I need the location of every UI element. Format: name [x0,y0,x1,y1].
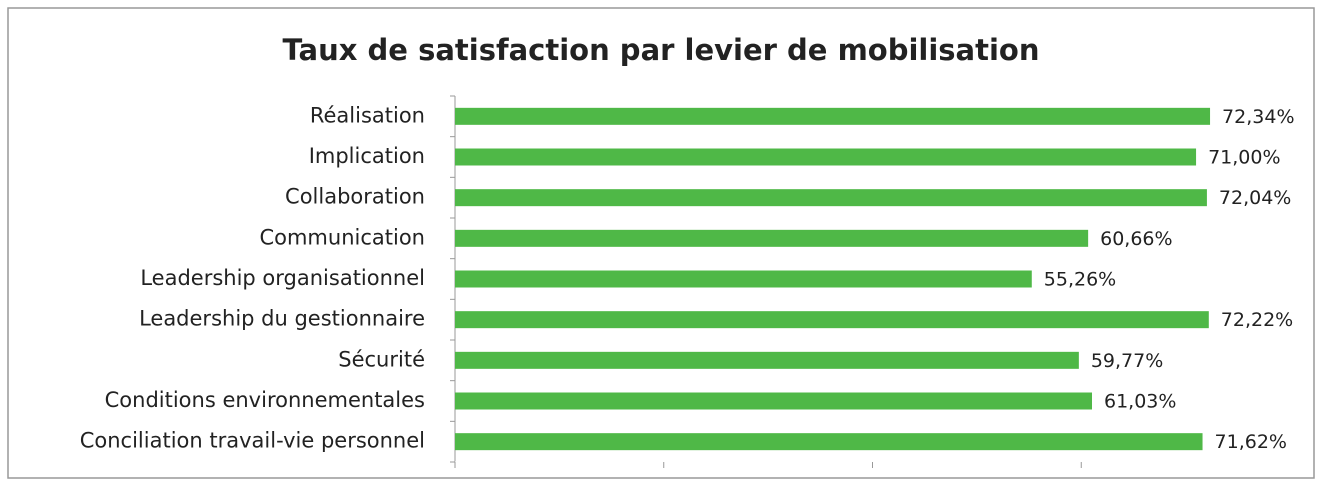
value-label: 71,00% [1208,147,1280,169]
bar [455,270,1032,288]
category-label: Conditions environnementales [105,388,425,412]
bar [455,351,1079,369]
category-label: Conciliation travail-vie personnel [80,429,425,453]
category-label: Leadership du gestionnaire [139,307,425,331]
category-label: Sécurité [338,347,425,371]
bar [455,189,1207,207]
value-label: 55,26% [1044,269,1116,291]
value-label: 71,62% [1215,431,1287,453]
bar [455,433,1203,451]
bar [455,148,1197,166]
value-label: 72,04% [1219,187,1291,209]
bar [455,229,1089,247]
value-label: 72,22% [1221,309,1293,331]
bar [455,107,1211,125]
category-label: Collaboration [285,185,425,209]
value-label: 72,34% [1222,106,1294,128]
value-label: 59,77% [1091,350,1163,372]
value-label: 60,66% [1100,228,1172,250]
bar [455,311,1209,329]
category-label: Communication [259,225,425,249]
category-label: Leadership organisationnel [140,266,425,290]
value-label: 61,03% [1104,391,1176,413]
category-label: Réalisation [310,103,425,127]
bar [455,392,1093,410]
category-label: Implication [309,144,425,168]
chart-title: Taux de satisfaction par levier de mobil… [282,33,1039,67]
